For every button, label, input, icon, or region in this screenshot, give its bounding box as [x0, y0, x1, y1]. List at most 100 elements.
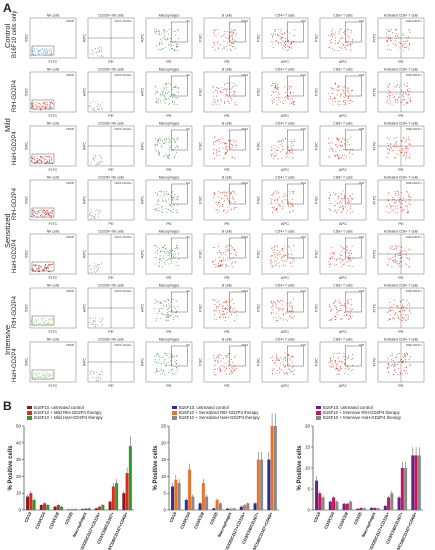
event-dot: [162, 266, 163, 268]
legend-item: B16F10, untreated control: [27, 405, 103, 410]
event-dot: [233, 139, 234, 141]
event-dot: [230, 370, 232, 372]
event-dot: [154, 143, 156, 145]
event-dot: [170, 369, 172, 371]
event-dot: [344, 364, 346, 366]
event-dot: [340, 305, 342, 307]
event-dot: [231, 247, 233, 248]
event-dot: [43, 212, 45, 214]
event-dot: [101, 109, 103, 111]
event-dot: [32, 325, 34, 326]
event-dot: [407, 138, 409, 140]
event-dot: [340, 361, 342, 363]
x-axis-label: APC: [339, 113, 347, 118]
event-dot: [32, 376, 34, 378]
event-dot: [339, 200, 341, 202]
event-dot: [401, 42, 403, 44]
event-dot: [162, 356, 164, 358]
event-dot: [341, 305, 343, 307]
event-dot: [286, 155, 288, 157]
event-dot: [408, 100, 410, 102]
event-dot: [279, 301, 281, 303]
event-dot: [405, 102, 407, 104]
event-dot: [279, 368, 281, 370]
gate-label: CD19: [241, 19, 248, 23]
event-dot: [340, 146, 342, 148]
event-dot: [219, 304, 221, 306]
event-dot: [154, 361, 156, 363]
event-dot: [214, 136, 216, 138]
event-dot: [275, 354, 277, 356]
event-dot: [272, 355, 274, 357]
event-dot: [338, 196, 339, 198]
event-dot: [93, 372, 95, 374]
bar: [29, 493, 33, 510]
event-dot: [294, 29, 296, 31]
event-dot: [403, 104, 405, 106]
gate: [345, 237, 362, 259]
event-dot: [335, 316, 337, 318]
event-dot: [226, 311, 228, 313]
event-dot: [335, 83, 337, 85]
event-dot: [34, 155, 36, 157]
event-dot: [271, 146, 272, 148]
event-dot: [93, 268, 95, 270]
event-dot: [280, 369, 282, 370]
event-dot: [169, 146, 171, 148]
event-dot: [272, 47, 274, 48]
event-dot: [388, 310, 390, 312]
event-dot: [175, 31, 177, 33]
event-dot: [405, 158, 407, 160]
event-dot: [277, 202, 279, 204]
event-dot: [277, 301, 279, 303]
bar: [390, 493, 394, 510]
event-dot: [165, 98, 167, 100]
event-dot: [34, 215, 36, 217]
event-dot: [330, 247, 332, 249]
event-dot: [278, 265, 280, 267]
event-dot: [343, 157, 345, 159]
event-dot: [160, 258, 161, 260]
event-dot: [389, 98, 391, 100]
event-dot: [163, 257, 165, 259]
event-dot: [405, 153, 407, 155]
event-dot: [157, 201, 159, 202]
event-dot: [348, 252, 350, 254]
event-dot: [348, 138, 350, 140]
event-dot: [402, 356, 404, 358]
event-dot: [162, 91, 164, 92]
event-dot: [99, 161, 101, 162]
event-dot: [216, 149, 218, 151]
y-axis-label: SSC: [24, 34, 29, 42]
event-dot: [270, 301, 272, 303]
event-dot: [389, 150, 390, 152]
event-dot: [293, 101, 295, 103]
event-dot: [346, 35, 348, 37]
event-dot: [348, 201, 350, 203]
legend-label: B16F10 + Intensive HaH-GD2P4 therapy: [323, 415, 401, 421]
event-dot: [165, 253, 167, 255]
event-dot: [160, 373, 162, 375]
event-dot: [291, 355, 292, 357]
event-dot: [158, 259, 160, 261]
event-dot: [219, 265, 221, 267]
event-dot: [348, 35, 350, 37]
event-dot: [173, 204, 175, 206]
event-dot: [341, 46, 343, 48]
event-dot: [408, 200, 410, 202]
event-dot: [345, 206, 347, 208]
event-dot: [51, 50, 53, 52]
x-axis-label: PE: [166, 59, 172, 64]
event-dot: [100, 377, 101, 379]
event-dot: [166, 317, 168, 318]
event-dot: [173, 299, 175, 300]
event-dot: [335, 144, 337, 146]
event-dot: [34, 271, 36, 272]
event-dot: [223, 301, 225, 303]
event-dot: [164, 142, 166, 144]
event-dot: [352, 354, 353, 356]
